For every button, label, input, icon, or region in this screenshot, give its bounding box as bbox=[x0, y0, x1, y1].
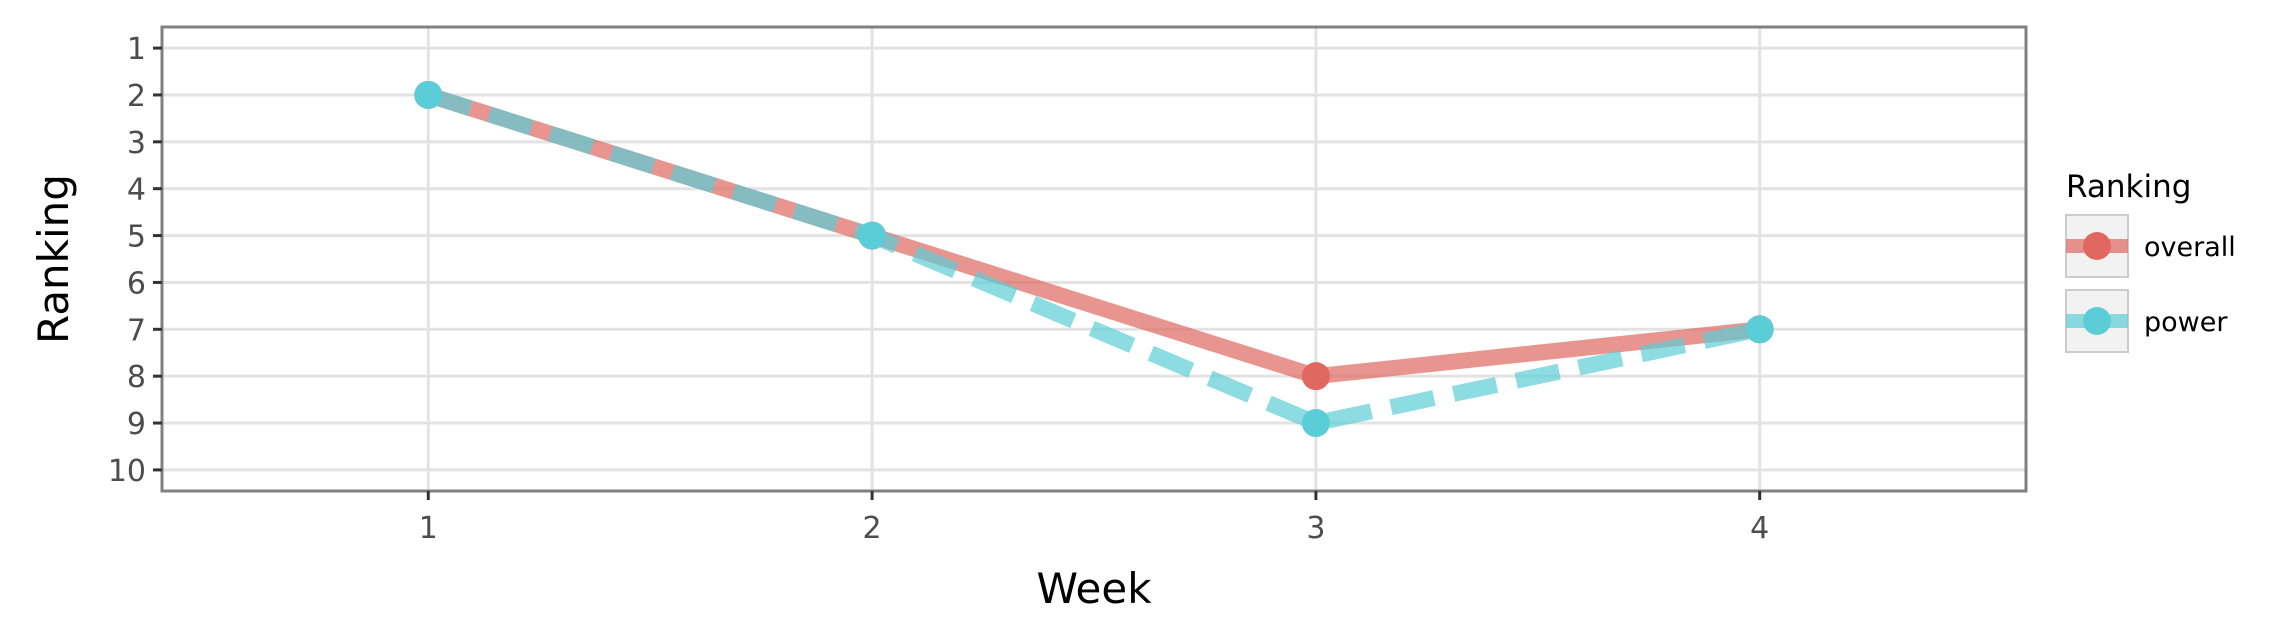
data-point-power bbox=[1745, 315, 1774, 344]
y-axis-title: Ranking bbox=[29, 174, 78, 344]
legend-items: overall power bbox=[2065, 214, 2236, 353]
data-point-overall bbox=[1301, 362, 1330, 391]
legend-key-point bbox=[2083, 307, 2111, 335]
legend-item-power: power bbox=[2065, 289, 2228, 353]
y-tick-label: 9 bbox=[127, 407, 146, 442]
y-tick-label: 4 bbox=[127, 173, 146, 208]
legend-label: power bbox=[2144, 307, 2228, 338]
y-tick-label: 2 bbox=[127, 79, 146, 114]
y-tick-label: 6 bbox=[127, 266, 146, 301]
legend-item-overall: overall bbox=[2065, 214, 2236, 278]
data-point-power bbox=[858, 221, 887, 250]
y-axis-ticks: 1 2 3 4 5 6 7 8 9 10 bbox=[108, 32, 162, 489]
x-tick-label: 4 bbox=[1750, 511, 1769, 546]
y-tick-label: 1 bbox=[127, 32, 146, 67]
plot-panel-border bbox=[160, 25, 2028, 493]
y-tick-label: 8 bbox=[127, 360, 146, 395]
data-point-power bbox=[414, 80, 443, 109]
legend: Ranking overall power bbox=[2065, 169, 2236, 353]
grid-lines bbox=[162, 27, 2026, 491]
x-tick-label: 3 bbox=[1306, 511, 1325, 546]
x-tick-label: 2 bbox=[863, 511, 882, 546]
x-axis-title: Week bbox=[1036, 564, 1152, 613]
series-line-power bbox=[425, 87, 1762, 432]
x-axis-ticks: 1 2 3 4 bbox=[419, 491, 1769, 546]
legend-key-point bbox=[2083, 232, 2111, 260]
y-tick-label: 3 bbox=[127, 126, 146, 161]
data-point-power bbox=[1301, 409, 1330, 438]
series-points bbox=[414, 80, 1774, 438]
y-tick-label: 5 bbox=[127, 220, 146, 255]
x-tick-label: 1 bbox=[419, 511, 438, 546]
y-tick-label: 10 bbox=[108, 454, 146, 489]
legend-label: overall bbox=[2144, 232, 2236, 263]
legend-title: Ranking bbox=[2066, 169, 2191, 205]
series-lines bbox=[425, 87, 1762, 432]
y-tick-label: 7 bbox=[127, 313, 146, 348]
